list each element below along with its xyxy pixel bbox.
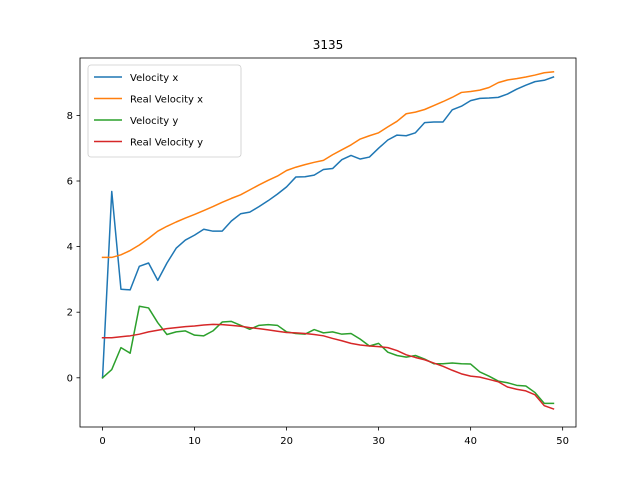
legend-label-2: Velocity y bbox=[130, 116, 178, 127]
legend: Velocity x Real Velocity x Velocity y Real … bbox=[87, 64, 242, 158]
x-tick-label-5: 50 bbox=[556, 436, 569, 447]
chart-title: 3135 bbox=[313, 38, 344, 52]
series-layer bbox=[101, 70, 555, 410]
y-tick-label-3: 6 bbox=[67, 177, 73, 188]
series-line-2 bbox=[101, 305, 555, 405]
plot-frame bbox=[79, 57, 577, 428]
x-tick-label-1: 10 bbox=[188, 436, 201, 447]
legend-label-0: Velocity x bbox=[130, 73, 178, 84]
x-tick-label-3: 30 bbox=[372, 436, 385, 447]
y-tick-label-2: 4 bbox=[67, 242, 73, 253]
legend-box bbox=[87, 64, 242, 158]
x-tick-label-0: 0 bbox=[99, 436, 105, 447]
series-line-3 bbox=[101, 323, 555, 410]
y-tick-label-4: 8 bbox=[67, 111, 73, 122]
x-tick-label-4: 40 bbox=[464, 436, 477, 447]
legend-label-3: Real Velocity y bbox=[130, 138, 203, 149]
axis-layer: 0 10 20 30 40 50 0 2 4 6 8 bbox=[67, 57, 577, 447]
y-tick-label-0: 0 bbox=[67, 373, 73, 384]
x-tick-label-2: 20 bbox=[280, 436, 293, 447]
y-tick-label-1: 2 bbox=[67, 308, 73, 319]
legend-label-1: Real Velocity x bbox=[130, 95, 203, 106]
series-line-1 bbox=[101, 70, 555, 259]
series-line-0 bbox=[101, 76, 555, 379]
